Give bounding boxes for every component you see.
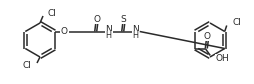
Text: S: S [121,15,126,24]
Text: N: N [132,25,139,34]
Text: OH: OH [215,54,229,63]
Text: H: H [106,31,112,40]
Text: O: O [60,27,67,36]
Text: H: H [133,31,139,40]
Text: N: N [105,25,112,34]
Text: Cl: Cl [233,18,242,27]
Text: O: O [204,32,211,41]
Text: Cl: Cl [22,61,31,70]
Text: O: O [93,15,100,24]
Text: Cl: Cl [48,8,57,17]
